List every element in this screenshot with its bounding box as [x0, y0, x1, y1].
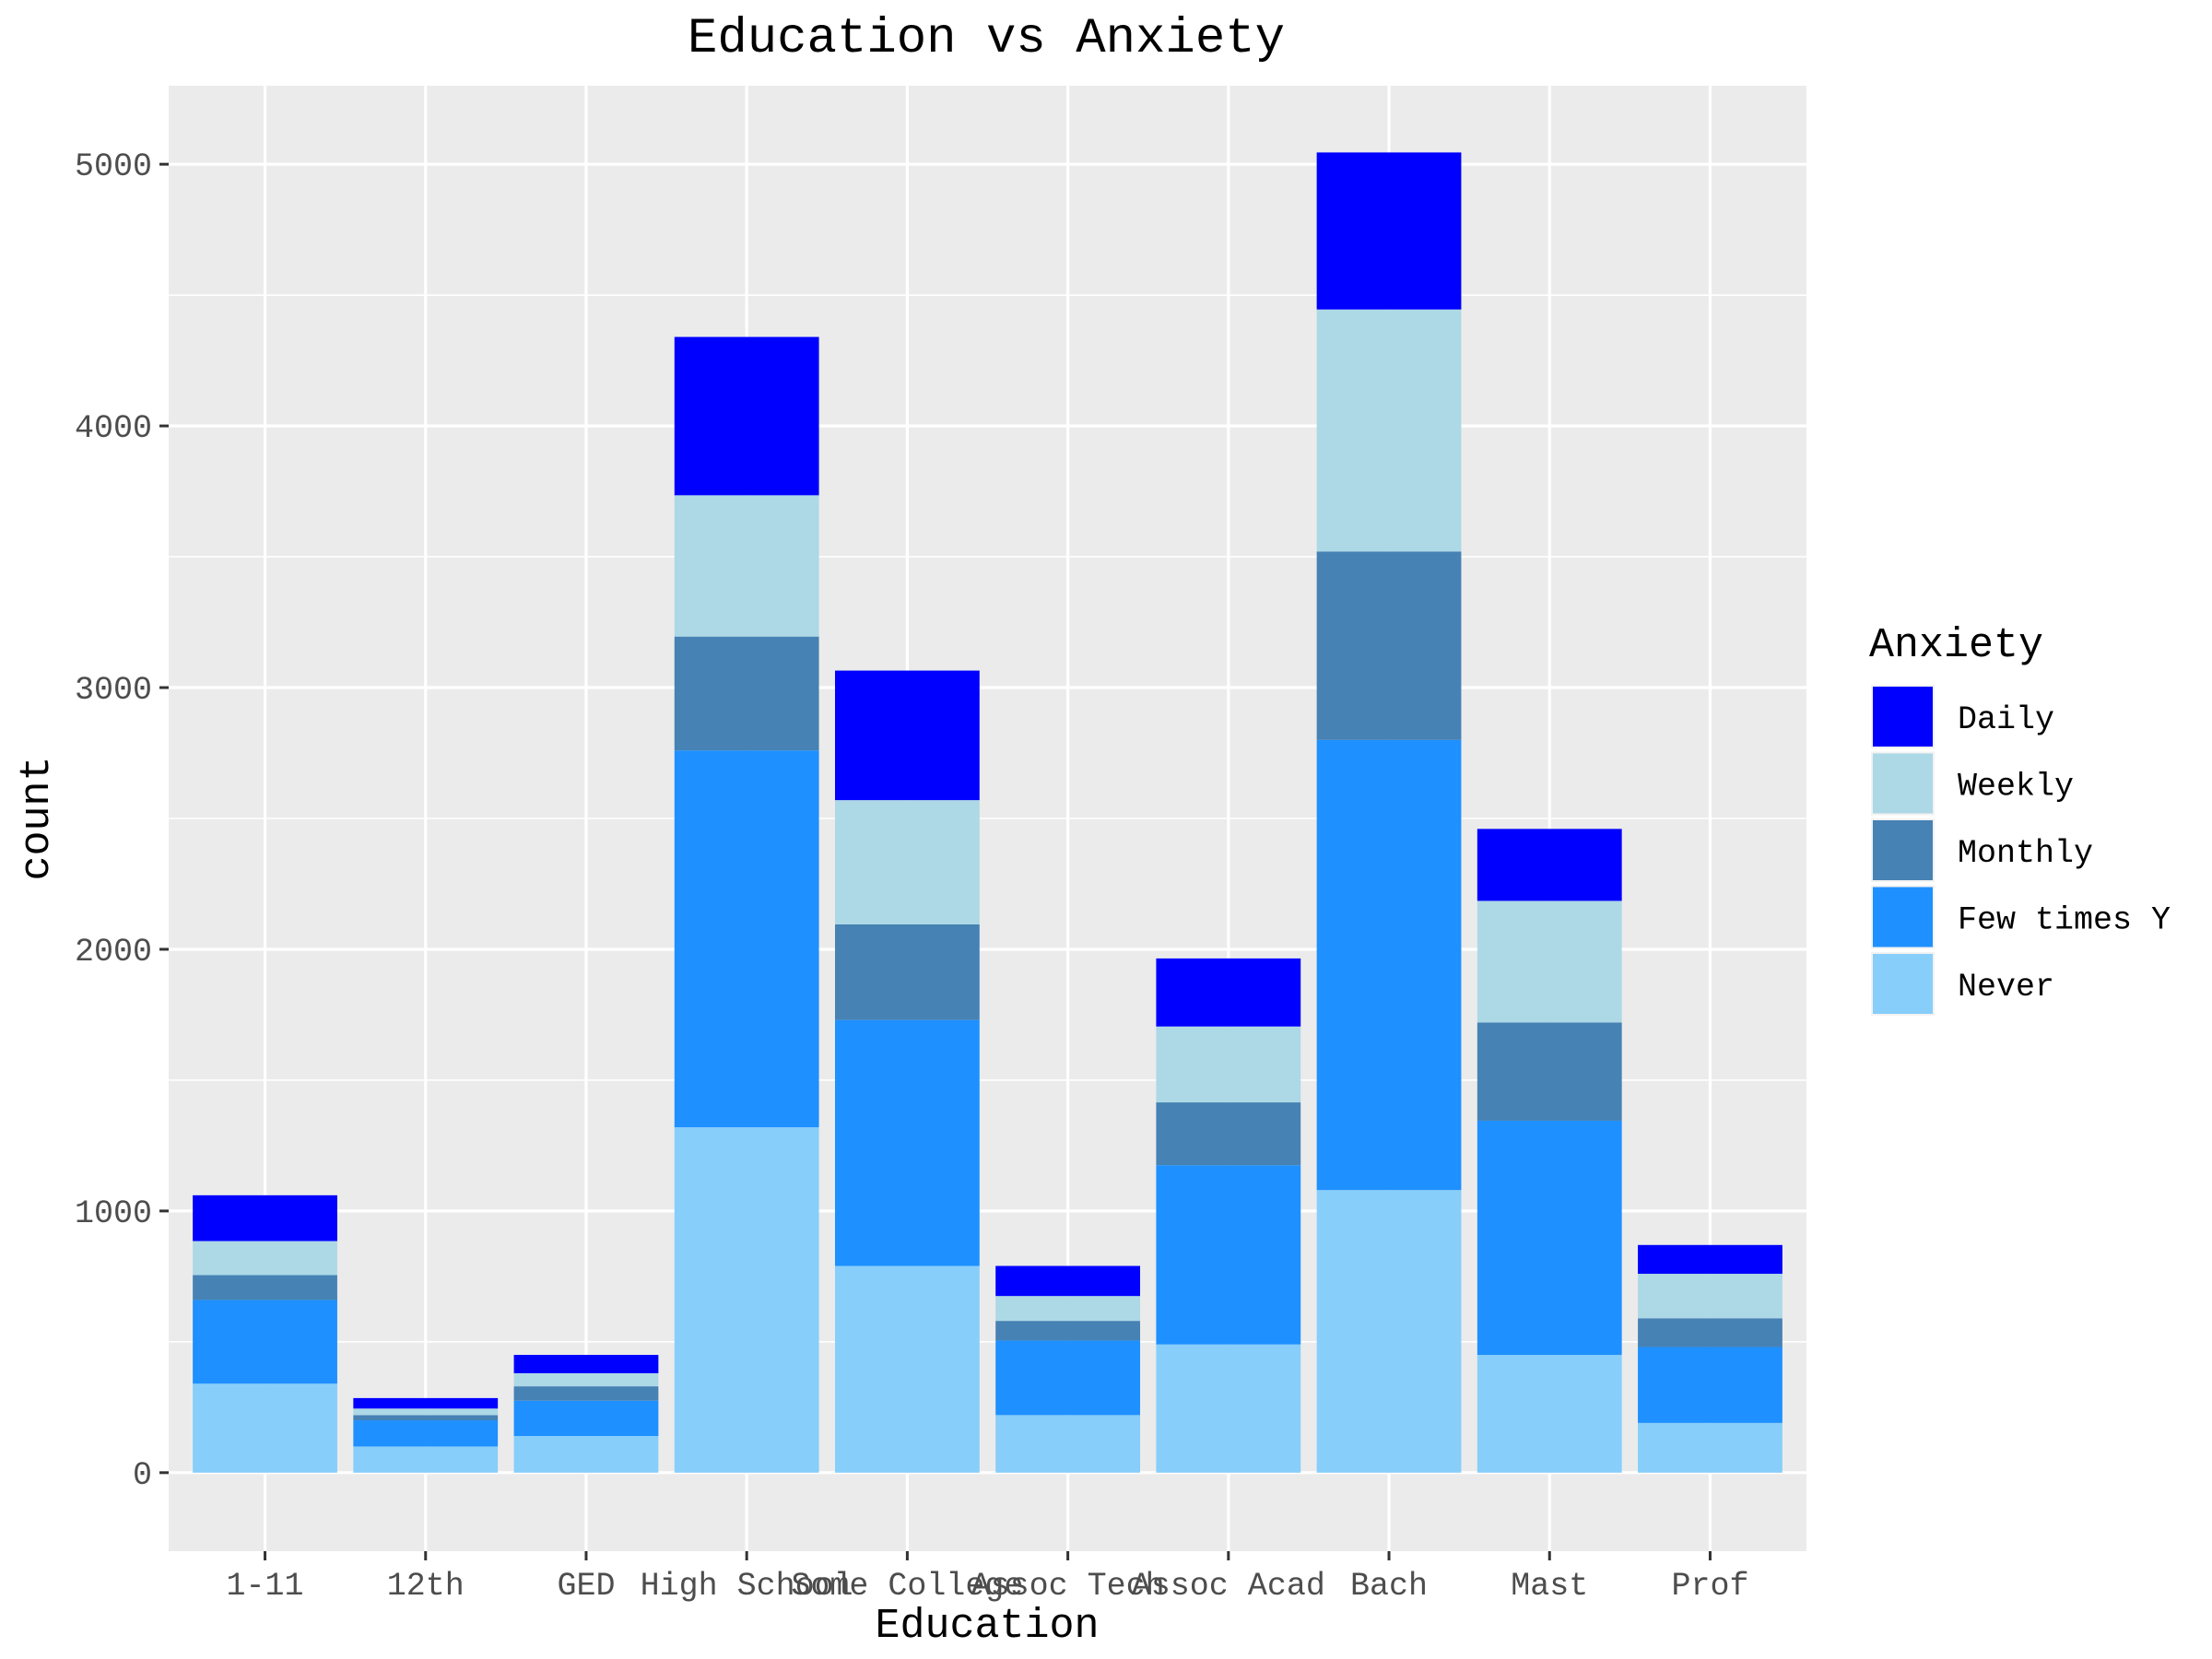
legend: Anxiety Daily Weekly Monthly Few times Y Nev… [1869, 622, 2171, 1016]
legend-swatch [1873, 887, 1933, 947]
legend-swatch [1873, 954, 1933, 1014]
bar-segment [995, 1415, 1141, 1473]
y-tick-label: 0 [133, 1457, 152, 1494]
y-axis: 0 1000 2000 3000 4000 5000 [75, 148, 169, 1494]
bar-segment [834, 670, 980, 801]
y-tick-label: 5000 [75, 148, 152, 185]
bar-segment [513, 1436, 659, 1473]
bar-segment [1638, 1347, 1783, 1423]
legend-label: Daily [1958, 701, 2054, 738]
bar-segment [193, 1275, 337, 1300]
bar-segment [1638, 1318, 1783, 1347]
bar-segment [1316, 739, 1462, 1191]
x-tick-label: 1-11 [227, 1568, 304, 1605]
bar-segment [353, 1408, 499, 1416]
bar-segment [674, 750, 819, 1128]
bar-segment [193, 1241, 337, 1276]
y-tick-label: 2000 [75, 934, 152, 971]
bar-segment [1156, 1026, 1301, 1103]
legend-label: Few times Y [1958, 902, 2171, 939]
bar-segment [1156, 1344, 1301, 1473]
x-tick-label: High School [641, 1568, 853, 1605]
x-axis-title: Education [875, 1603, 1099, 1650]
legend-swatch [1873, 820, 1933, 880]
legend-title: Anxiety [1869, 622, 2043, 669]
x-tick-label: Some College [791, 1568, 1023, 1605]
legend-label: Weekly [1958, 769, 2074, 806]
bar-segment [995, 1321, 1141, 1341]
bar-segment [353, 1415, 499, 1421]
bar-segment [353, 1397, 499, 1409]
legend-swatch [1873, 753, 1933, 814]
bar-segment [513, 1386, 659, 1401]
bar-segment [995, 1296, 1141, 1322]
bar-segment [834, 1019, 980, 1266]
x-tick-label: Mast [1511, 1568, 1588, 1605]
bar-segment [834, 924, 980, 1020]
bar-segment [353, 1420, 499, 1447]
y-tick-label: 3000 [75, 672, 152, 709]
bar-segment [834, 800, 980, 924]
bars [193, 152, 1783, 1473]
x-tick-label: Prof [1671, 1568, 1748, 1605]
bar-segment [674, 336, 819, 496]
legend-swatch [1873, 687, 1933, 747]
bar-segment [1156, 1165, 1301, 1345]
bar-segment [1156, 1102, 1301, 1166]
bar-segment [1477, 900, 1622, 1023]
legend-label: Monthly [1958, 835, 2093, 872]
bar-segment [1638, 1422, 1783, 1473]
y-tick-label: 4000 [75, 410, 152, 447]
bar-segment [1638, 1244, 1783, 1275]
bar-segment [513, 1400, 659, 1437]
bar-segment [353, 1446, 499, 1473]
bar-segment [1316, 551, 1462, 740]
x-tick-label: Bach [1350, 1568, 1428, 1605]
bar-segment [1638, 1274, 1783, 1319]
bar-segment [1477, 1120, 1622, 1356]
bar-segment [1477, 1355, 1622, 1473]
bar-segment [995, 1265, 1141, 1297]
bar-segment [834, 1265, 980, 1473]
bar-segment [513, 1355, 659, 1373]
x-tick-label: 12th [387, 1568, 465, 1605]
bar-segment [1316, 309, 1462, 552]
chart-title: Education vs Anxiety [688, 11, 1285, 67]
bar-segment [674, 1127, 819, 1473]
bar-segment [193, 1383, 337, 1473]
bar-segment [1156, 958, 1301, 1027]
bar-segment [193, 1194, 337, 1241]
x-tick-label: Assoc Acad [1132, 1568, 1325, 1605]
bar-segment [1316, 1190, 1462, 1473]
legend-label: Never [1958, 969, 2054, 1006]
bar-segment [674, 636, 819, 751]
bar-segment [1477, 829, 1622, 901]
bar-segment [674, 495, 819, 637]
bar-segment [1316, 152, 1462, 310]
bar-segment [193, 1300, 337, 1384]
bar-segment [1477, 1022, 1622, 1121]
x-tick-label: Assoc Tech [971, 1568, 1165, 1605]
y-axis-title: count [14, 756, 61, 880]
y-tick-label: 1000 [75, 1195, 152, 1232]
bar-segment [995, 1340, 1141, 1416]
bar-segment [513, 1372, 659, 1387]
x-tick-label: GED [557, 1568, 615, 1605]
